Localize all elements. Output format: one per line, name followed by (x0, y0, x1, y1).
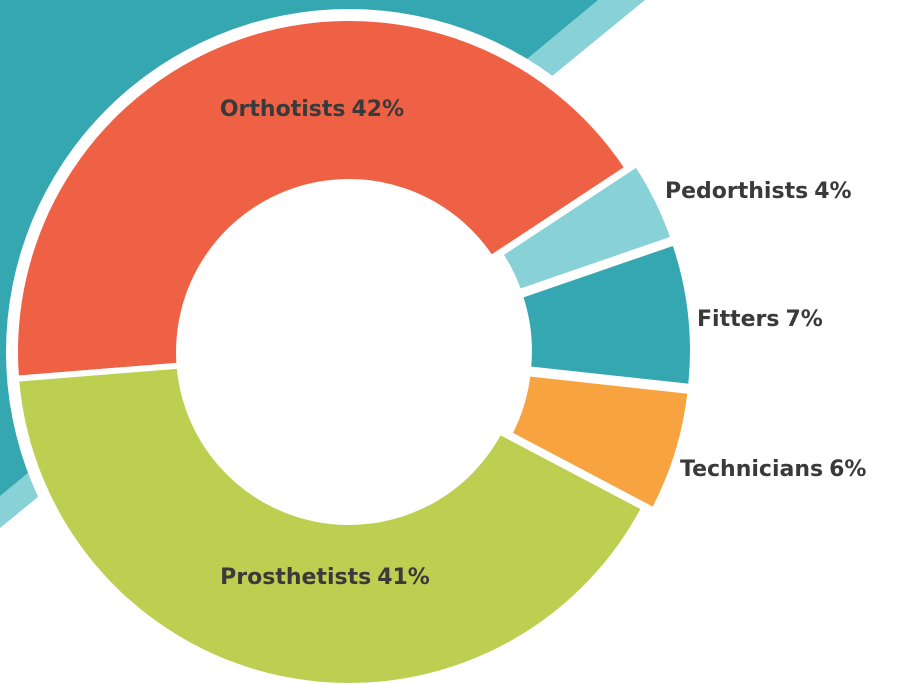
slice-value: 7% (785, 307, 822, 332)
slice-label: Pedorthists 4% (665, 179, 852, 204)
slice-category: Orthotists (220, 97, 346, 122)
slice-label: Technicians 6% (680, 457, 866, 482)
slice-category: Prosthetists (220, 565, 371, 590)
donut-slice (505, 370, 694, 514)
donut-slice (516, 239, 696, 390)
slice-value: 41% (377, 565, 430, 590)
slice-value: 4% (814, 179, 851, 204)
slice-label: Prosthetists 41% (220, 565, 430, 590)
donut-slice (13, 362, 648, 684)
slice-label: Fitters 7% (697, 307, 823, 332)
slice-label: Orthotists 42% (220, 97, 404, 122)
slice-value: 42% (351, 97, 404, 122)
donut-slice (12, 15, 631, 382)
slice-category: Pedorthists (665, 179, 808, 204)
slice-category: Technicians (680, 457, 823, 482)
donut-slice (496, 160, 677, 296)
slice-value: 6% (829, 457, 866, 482)
slice-category: Fitters (697, 307, 779, 332)
